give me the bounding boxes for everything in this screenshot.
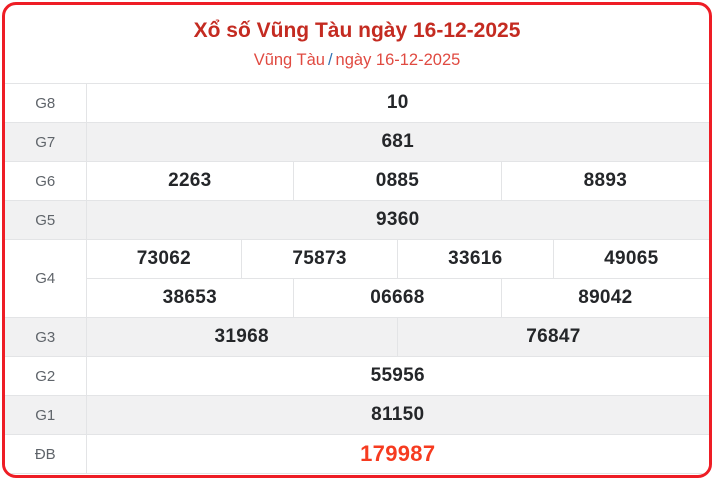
prize-number: 2263 <box>85 161 295 201</box>
prize-label-G8: G8 <box>5 83 87 123</box>
prize-label-G5: G5 <box>5 200 87 240</box>
prize-number: 0885 <box>293 161 502 201</box>
prize-number: 06668 <box>293 278 502 318</box>
prize-number: 10 <box>85 83 709 123</box>
prize-row-G2: G2 55956 <box>5 356 709 396</box>
prize-label-G6: G6 <box>5 161 87 201</box>
prize-number: 73062 <box>85 239 243 279</box>
prize-row-ĐB: ĐB 179987 <box>5 434 709 474</box>
prize-number: 76847 <box>396 317 709 357</box>
prize-row-G5: G5 9360 <box>5 200 709 240</box>
prize-number: 49065 <box>552 239 709 279</box>
prize-number: 9360 <box>85 200 709 240</box>
prize-row-G4-line2: 38653 06668 89042 <box>5 278 709 318</box>
breadcrumb: Vũng Tàu / ngày 16-12-2025 <box>5 50 709 70</box>
prize-table: G8 10 G7 681 G6 2263 0885 8893 G5 9360 G4 73062 7587… <box>5 83 709 474</box>
prize-label-G4: G4 <box>5 239 87 318</box>
breadcrumb-separator: / <box>327 51 333 69</box>
prize-number: 55956 <box>85 356 709 396</box>
prize-row-G3: G3 31968 76847 <box>5 317 709 357</box>
prize-number: 681 <box>85 122 709 162</box>
prize-number: 81150 <box>85 395 709 435</box>
prize-label-G3: G3 <box>5 317 87 357</box>
prize-row-G1: G1 81150 <box>5 395 709 435</box>
prize-table-body: G8 10 G7 681 G6 2263 0885 8893 G5 9360 G4 73062 7587… <box>5 83 709 474</box>
prize-row-G7: G7 681 <box>5 122 709 162</box>
prize-row-G6: G6 2263 0885 8893 <box>5 161 709 201</box>
prize-label-G2: G2 <box>5 356 87 396</box>
prize-number: 31968 <box>85 317 398 357</box>
lottery-result-card: Xổ số Vũng Tàu ngày 16-12-2025 Vũng Tàu /… <box>2 2 712 478</box>
prize-number: 89042 <box>500 278 709 318</box>
prize-row-G8: G8 10 <box>5 83 709 123</box>
breadcrumb-location-link[interactable]: Vũng Tàu <box>253 51 325 69</box>
prize-label-ĐB: ĐB <box>5 434 87 474</box>
breadcrumb-date-link[interactable]: ngày 16-12-2025 <box>335 51 461 69</box>
prize-number: 33616 <box>396 239 554 279</box>
prize-label-G7: G7 <box>5 122 87 162</box>
page-title: Xổ số Vũng Tàu ngày 16-12-2025 <box>193 19 521 42</box>
prize-number: 8893 <box>500 161 709 201</box>
prize-number: 75873 <box>241 239 398 279</box>
result-header: Xổ số Vũng Tàu ngày 16-12-2025 Vũng Tàu /… <box>5 5 709 83</box>
special-prize-number: 179987 <box>85 434 709 474</box>
prize-label-G1: G1 <box>5 395 87 435</box>
prize-row-G4-line1: G4 73062 75873 33616 49065 <box>5 239 709 318</box>
prize-number: 38653 <box>85 278 295 318</box>
